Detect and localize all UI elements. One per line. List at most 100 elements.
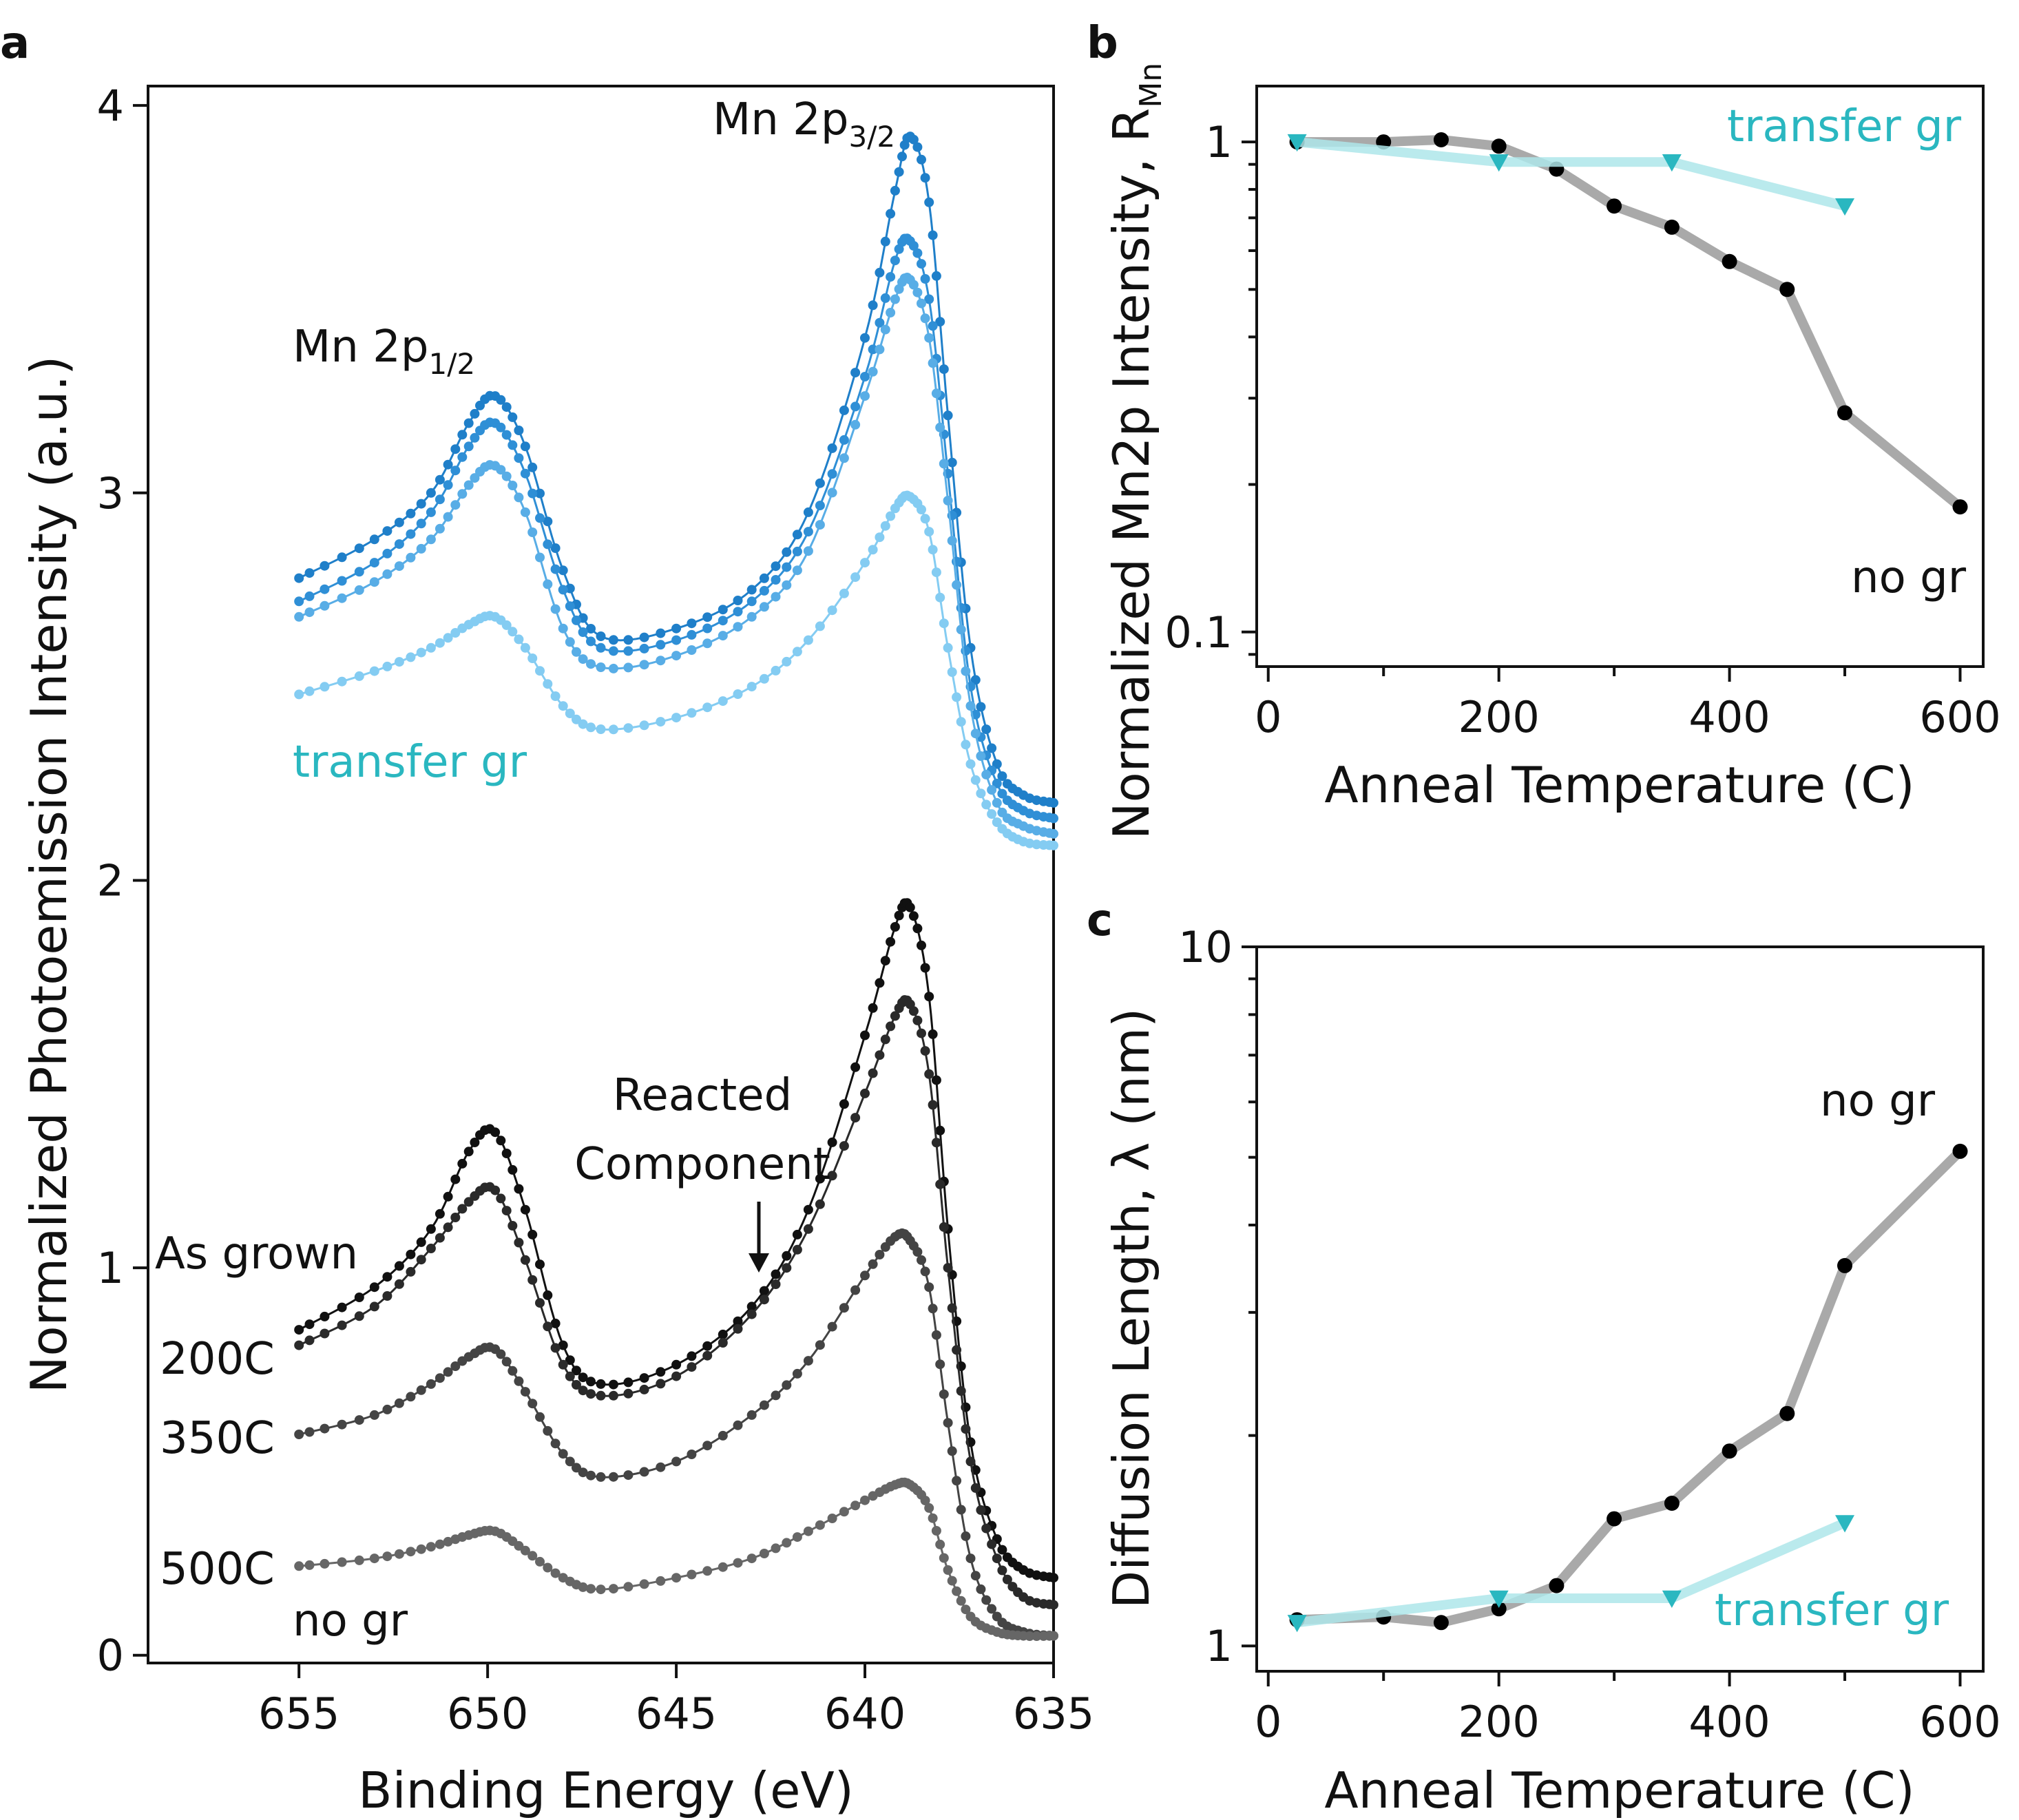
plot-frame-b	[1255, 85, 1985, 668]
point-a-7-190	[1049, 1631, 1058, 1641]
point-a-0-150	[943, 410, 953, 421]
point-a-7-158	[961, 1604, 971, 1615]
point-a-3-98	[792, 647, 802, 657]
point-a-7-52	[527, 1551, 538, 1561]
point-a-0-4	[320, 561, 330, 571]
point-a-4-76	[639, 1373, 649, 1383]
point-a-0-42	[496, 395, 506, 405]
point-a-3-136	[917, 505, 926, 514]
point-a-4-12	[382, 1272, 393, 1282]
point-a-5-98	[792, 1244, 802, 1255]
point-a-1-44	[501, 430, 512, 440]
point-c-1-3	[1835, 1515, 1855, 1533]
point-a-0-120	[890, 185, 900, 196]
point-a-3-16	[406, 652, 416, 662]
series-group-a	[294, 132, 1058, 1641]
point-a-1-68	[586, 636, 596, 647]
point-a-3-0	[294, 689, 304, 700]
point-a-5-16	[406, 1266, 416, 1277]
point-a-4-6	[337, 1302, 347, 1312]
point-a-1-142	[928, 321, 938, 331]
point-a-0-136	[917, 154, 926, 165]
point-a-6-114	[875, 1250, 885, 1259]
series-a-3	[294, 490, 1058, 850]
point-a-0-84	[702, 612, 713, 623]
point-a-6-10	[369, 1410, 379, 1420]
point-a-2-24	[443, 512, 453, 522]
point-a-0-48	[514, 426, 524, 435]
point-a-3-2	[304, 686, 315, 696]
point-a-4-106	[839, 1099, 849, 1109]
point-a-0-58	[550, 543, 561, 553]
point-a-2-58	[550, 604, 561, 614]
point-a-4-2	[304, 1319, 315, 1330]
point-a-4-30	[463, 1147, 474, 1157]
point-a-1-0	[294, 596, 304, 607]
point-a-1-118	[886, 272, 896, 282]
point-a-4-14	[394, 1261, 404, 1271]
point-a-6-136	[917, 1255, 926, 1265]
point-a-2-6	[337, 593, 347, 603]
point-a-6-58	[550, 1439, 561, 1449]
point-a-0-124	[897, 151, 907, 162]
point-a-3-168	[987, 809, 997, 819]
point-a-5-84	[702, 1350, 713, 1361]
point-a-4-136	[917, 940, 926, 950]
point-a-2-140	[924, 333, 934, 343]
x-tick-label-a-3: 640	[824, 1688, 906, 1739]
point-a-5-0	[294, 1340, 304, 1350]
point-a-2-84	[702, 638, 713, 649]
point-b-0-8	[1779, 282, 1795, 297]
point-a-3-60	[558, 701, 568, 711]
point-a-6-160	[965, 1554, 976, 1564]
point-a-2-26	[450, 500, 461, 510]
point-a-5-26	[450, 1213, 461, 1222]
point-a-7-140	[924, 1503, 934, 1513]
point-a-6-96	[782, 1380, 792, 1390]
point-a-0-90	[746, 585, 757, 595]
point-c-1-0	[1287, 1615, 1307, 1633]
y-tick-label-a-1: 1	[97, 1243, 124, 1293]
point-a-4-72	[608, 1379, 618, 1390]
point-a-5-94	[771, 1279, 781, 1289]
point-a-4-20	[426, 1224, 436, 1234]
point-c-0-6	[1664, 1496, 1680, 1511]
point-a-7-4	[320, 1558, 330, 1569]
point-a-7-92	[759, 1549, 769, 1558]
x-tick-label-c-0: 0	[1255, 1697, 1282, 1747]
point-a-5-144	[931, 1138, 941, 1148]
point-a-3-74	[623, 723, 634, 733]
point-a-5-146	[935, 1179, 945, 1189]
series-b-0	[1289, 132, 1968, 515]
point-a-1-6	[337, 576, 347, 586]
point-a-2-158	[961, 666, 971, 676]
x-tick-label-a-1: 650	[447, 1688, 528, 1739]
point-a-2-2	[304, 607, 315, 618]
point-a-4-80	[671, 1359, 682, 1370]
point-a-5-56	[543, 1321, 553, 1332]
x-tick-label-a-4: 635	[1013, 1688, 1094, 1739]
point-a-1-74	[623, 646, 634, 656]
point-a-1-104	[827, 469, 837, 479]
point-a-0-14	[394, 517, 404, 527]
point-a-4-60	[558, 1340, 568, 1350]
point-a-6-92	[759, 1400, 769, 1410]
label-500c: 500C	[160, 1544, 275, 1595]
point-a-1-26	[450, 466, 461, 476]
point-a-0-24	[443, 459, 453, 470]
point-a-6-142	[928, 1304, 938, 1314]
point-a-3-156	[956, 717, 966, 727]
panel-letter-a: a	[0, 18, 30, 69]
point-a-3-52	[527, 653, 538, 663]
point-a-5-64	[572, 1380, 581, 1390]
point-a-0-148	[939, 364, 949, 375]
point-b-1-1	[1489, 154, 1509, 172]
point-a-4-90	[746, 1301, 757, 1312]
series-a-1	[294, 233, 1058, 824]
series-line-a-3	[298, 494, 1054, 847]
point-a-4-66	[578, 1372, 588, 1383]
point-a-0-116	[880, 236, 890, 247]
point-a-1-98	[792, 546, 802, 556]
point-a-2-48	[514, 492, 524, 503]
